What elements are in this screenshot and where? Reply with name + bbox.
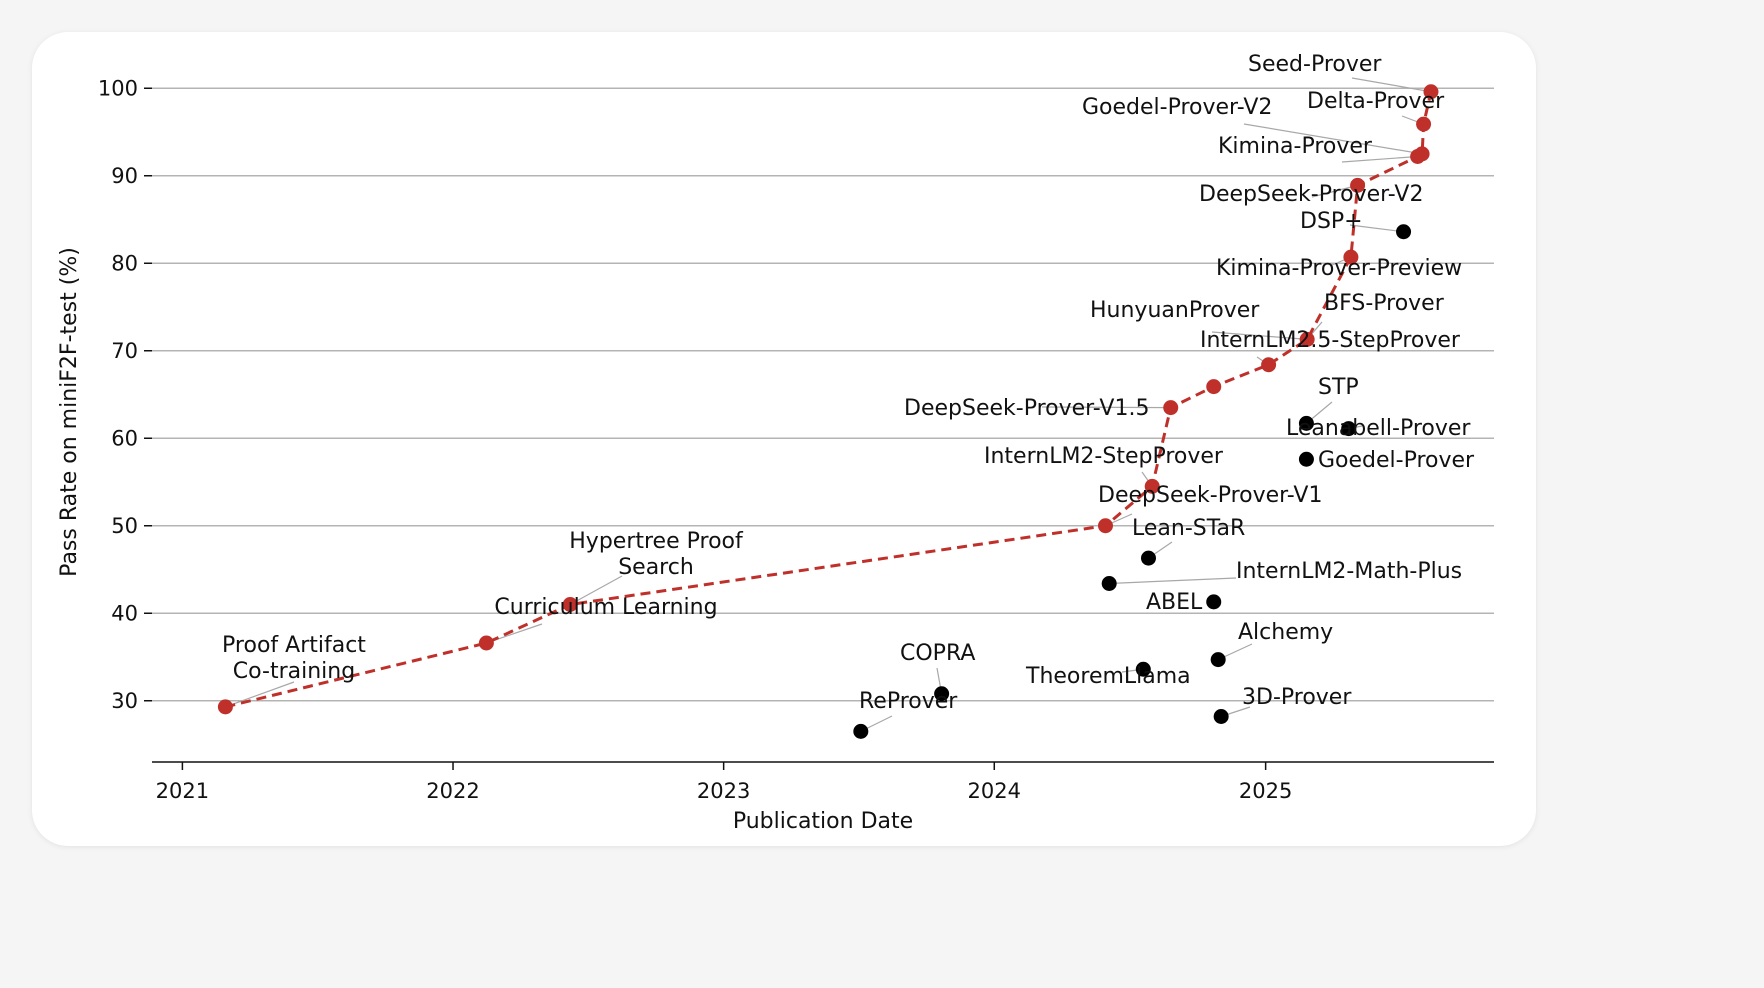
point-abel bbox=[1206, 594, 1222, 610]
leader-proof-artifact-co-training bbox=[225, 681, 295, 708]
y-tick-label-40: 40 bbox=[111, 601, 138, 625]
label-seed-prover: Seed-Prover bbox=[1248, 52, 1382, 77]
label-3d-prover: 3D-Prover bbox=[1242, 685, 1352, 710]
pass-rate-chart: 30 40 50 60 70 80 90 100 2021 2022 2023 2024 2025 Pr… bbox=[57, 52, 1494, 834]
point-deepseek-prover-v1-5 bbox=[1163, 400, 1179, 416]
leader-deepseek-prover-v1-5 bbox=[1041, 406, 1171, 409]
y-tick-label-100: 100 bbox=[98, 76, 138, 100]
point-dsp bbox=[1396, 224, 1412, 240]
leader-kimina-prover bbox=[1341, 155, 1418, 163]
y-tick-label-80: 80 bbox=[111, 251, 138, 275]
y-tick-label-60: 60 bbox=[111, 426, 138, 450]
point-3d-prover bbox=[1213, 709, 1229, 724]
point-copra bbox=[934, 686, 950, 702]
point-goedel-prover-v2 bbox=[1414, 146, 1430, 162]
axes: 30 40 50 60 70 80 90 100 2021 2022 2023 2024 2025 bbox=[98, 76, 1494, 803]
leader-hunyuanprover bbox=[1211, 331, 1308, 340]
leader-goedel-prover-v2 bbox=[1243, 123, 1423, 155]
label-curriculum-learning: Curriculum Learning bbox=[494, 595, 717, 620]
label-kimina-prover-preview: Kimina-Prover-Preview bbox=[1216, 256, 1462, 281]
label-internlm2-stepprover: InternLM2-StepProver bbox=[984, 444, 1224, 469]
point-delta-prover bbox=[1416, 116, 1432, 132]
point-deepseek-prover-v1 bbox=[1097, 518, 1113, 534]
label-theoremllama: TheoremLlama bbox=[1025, 664, 1191, 689]
x-axis-title: Publication Date bbox=[733, 809, 913, 834]
y-axis-title: Pass Rate on miniF2F-test (%) bbox=[57, 247, 82, 577]
x-tick-label-2021: 2021 bbox=[156, 779, 209, 803]
point-internlm2-5-stepprover bbox=[1261, 357, 1277, 373]
label-goedel-prover: Goedel-Prover bbox=[1318, 448, 1475, 473]
point-labels: Proof Artifact Co-training Curriculum Lear… bbox=[222, 52, 1475, 714]
x-tick-label-2023: 2023 bbox=[697, 779, 750, 803]
leader-dsp bbox=[1349, 224, 1404, 233]
x-tick-label-2025: 2025 bbox=[1239, 779, 1292, 803]
point-deepseek-prover-v2 bbox=[1350, 177, 1366, 193]
point-lean-star bbox=[1140, 550, 1156, 566]
data-points bbox=[217, 84, 1439, 739]
label-delta-prover: Delta-Prover bbox=[1307, 89, 1445, 114]
label-hypertree-proof-search: Hypertree Proof Search bbox=[569, 529, 744, 580]
label-proof-artifact-co-training: Proof Artifact Co-training bbox=[222, 633, 366, 684]
point-stp bbox=[1298, 415, 1314, 431]
label-deepseek-prover-v1: DeepSeek-Prover-V1 bbox=[1098, 483, 1322, 508]
label-internlm2-5-stepprover: InternLM2.5-StepProver bbox=[1200, 328, 1461, 353]
label-goedel-prover-v2: Goedel-Prover-V2 bbox=[1082, 95, 1272, 120]
label-deepseek-prover-v1-5: DeepSeek-Prover-V1.5 bbox=[904, 396, 1149, 421]
label-copra: COPRA bbox=[900, 641, 975, 666]
label-hunyuanprover: HunyuanProver bbox=[1090, 298, 1260, 323]
label-deepseek-prover-v2: DeepSeek-Prover-V2 bbox=[1199, 182, 1423, 207]
leader-seed-prover bbox=[1351, 77, 1432, 93]
point-hypertree-proof-search bbox=[562, 597, 578, 612]
y-tick-label-30: 30 bbox=[111, 689, 138, 713]
leader-deepseek-prover-v2 bbox=[1311, 184, 1358, 198]
x-tick-label-2024: 2024 bbox=[968, 779, 1021, 803]
point-kimina-prover-preview bbox=[1343, 249, 1359, 265]
point-theoremllama bbox=[1135, 661, 1151, 677]
point-proof-artifact-co-training bbox=[217, 699, 233, 715]
point-leanabell-prover bbox=[1341, 421, 1357, 437]
label-alchemy: Alchemy bbox=[1238, 620, 1333, 645]
leader-internlm2-math-plus bbox=[1109, 577, 1237, 585]
point-alchemy bbox=[1210, 652, 1226, 668]
label-lean-star: Lean-STaR bbox=[1132, 516, 1245, 541]
point-hunyuanprover-bfs-prover bbox=[1299, 331, 1315, 347]
point-internlm2-stepprover bbox=[1144, 478, 1160, 494]
point-frontier-point-6 bbox=[1206, 379, 1222, 395]
y-tick-label-50: 50 bbox=[111, 514, 138, 538]
label-internlm2-math-plus: InternLM2-Math-Plus bbox=[1236, 559, 1462, 584]
point-reprover bbox=[853, 723, 869, 739]
label-reprover: ReProver bbox=[859, 689, 958, 714]
leader-hypertree-proof-search bbox=[569, 575, 623, 606]
label-abel: ABEL bbox=[1146, 590, 1203, 615]
y-tick-label-90: 90 bbox=[111, 164, 138, 188]
x-tick-label-2022: 2022 bbox=[426, 779, 479, 803]
point-goedel-prover bbox=[1298, 451, 1314, 467]
point-internlm2-math-plus bbox=[1101, 576, 1117, 591]
y-tick-label-70: 70 bbox=[111, 339, 138, 363]
label-leanabell-prover: Leanabell-Prover bbox=[1286, 416, 1471, 441]
label-bfs-prover: BFS-Prover bbox=[1324, 291, 1445, 316]
chart-card: 30 40 50 60 70 80 90 100 2021 2022 2023 2024 2025 Pr… bbox=[32, 32, 1536, 846]
point-seed-prover bbox=[1423, 84, 1439, 100]
label-kimina-prover: Kimina-Prover bbox=[1218, 134, 1373, 159]
label-dsp: DSP+ bbox=[1300, 209, 1363, 234]
gridlines bbox=[152, 87, 1494, 702]
point-curriculum-learning bbox=[478, 635, 494, 651]
label-stp: STP bbox=[1318, 375, 1359, 400]
